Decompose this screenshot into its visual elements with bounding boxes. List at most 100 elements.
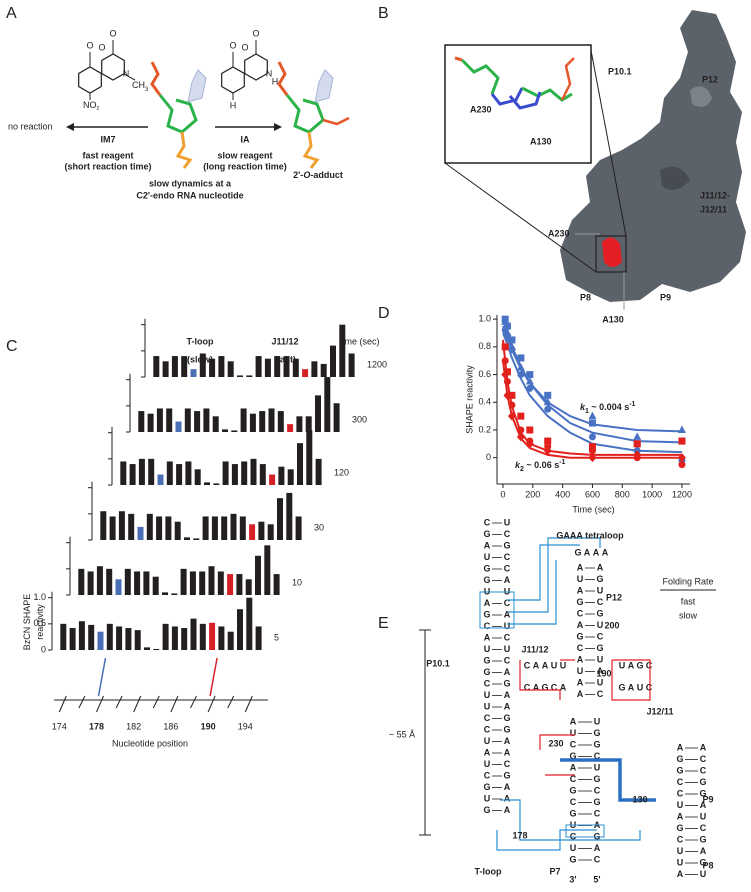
x-tick-label: 186 (163, 721, 178, 731)
bar (295, 516, 302, 540)
nucleotide: G (676, 765, 683, 775)
bar (287, 424, 294, 432)
point (588, 453, 597, 463)
nucleotide: U (504, 644, 511, 654)
point (501, 370, 510, 380)
nucleotide: U (484, 552, 491, 562)
bar (237, 375, 243, 377)
nucleotide: A (504, 805, 511, 815)
nucleotide: C (700, 823, 707, 833)
nucleotide: G (676, 823, 683, 833)
x-tick (58, 695, 67, 713)
bar (227, 361, 234, 377)
tetraloop-label: GAAA tetraloop (556, 530, 624, 540)
bar (152, 576, 159, 595)
rate-text: ~ 0.004 s (589, 402, 629, 412)
bar (194, 411, 201, 432)
bar (165, 516, 172, 540)
nucleotide: C (524, 682, 531, 692)
contact-box (479, 591, 515, 629)
bar (166, 408, 173, 432)
nucleotide: A (484, 540, 491, 550)
bar (162, 592, 168, 595)
nucleotide: A (597, 562, 604, 572)
bar (153, 356, 160, 377)
point (517, 412, 525, 420)
atom-label: H (272, 76, 279, 86)
bar (109, 516, 116, 540)
y-label-line: BzCN SHAPE (22, 594, 32, 651)
strand-end: 3' (569, 874, 576, 884)
time-label: 1200 (367, 359, 387, 369)
site-link (560, 758, 656, 802)
rate-sub: 2 (520, 466, 524, 473)
bar (296, 416, 303, 432)
nucleotide: A (533, 660, 540, 670)
bar (148, 458, 155, 485)
junction-label: T-loop (475, 866, 502, 876)
nucleotide: G (699, 788, 706, 798)
ia-ring (221, 66, 245, 94)
site-label: A130 (602, 314, 624, 324)
nucleotide: U (594, 762, 601, 772)
bar (96, 566, 103, 595)
bar (190, 369, 197, 377)
nucleotide: C (594, 751, 601, 761)
bar (171, 626, 178, 650)
nucleotide: G (483, 563, 490, 573)
nucleotide: G (576, 597, 583, 607)
bar (227, 574, 234, 595)
nucleotide: C (570, 774, 577, 784)
point (633, 432, 642, 440)
bar (239, 516, 246, 540)
bar (274, 356, 281, 377)
nucleotide: C (677, 788, 684, 798)
bar (129, 464, 136, 485)
nucleotide: C (484, 621, 491, 631)
bar (213, 483, 220, 485)
bar (255, 626, 262, 650)
nucleotide: C (677, 834, 684, 844)
bar (255, 555, 261, 595)
bar (157, 474, 164, 485)
bar (162, 623, 169, 650)
arrow-head (66, 123, 74, 131)
point (588, 419, 596, 427)
bar (166, 461, 173, 485)
fit-line (502, 325, 682, 433)
bar (259, 411, 266, 432)
bar (221, 516, 228, 540)
y-tick-label: 0.5 (33, 618, 46, 628)
bar (144, 647, 150, 650)
nucleotide: C (504, 655, 511, 665)
phosphate (175, 131, 193, 169)
rate-sup: -1 (629, 401, 635, 408)
bar (315, 395, 321, 432)
bar (153, 648, 160, 650)
nucleotide: U (484, 793, 491, 803)
bar (258, 521, 265, 540)
bar (306, 430, 313, 485)
surface-hole (690, 86, 712, 107)
point (678, 461, 686, 469)
point (544, 391, 552, 399)
highlight-link (209, 657, 218, 697)
nucleotide: U (504, 621, 511, 631)
atom-label: O (98, 42, 105, 52)
bar (146, 513, 153, 540)
panel-label: D (378, 305, 390, 322)
nucleotide: A (677, 742, 684, 752)
strand-end: 5' (593, 874, 600, 884)
structure-label: J11/12- (700, 190, 730, 200)
nucleotide: U (484, 759, 491, 769)
time-label: 30 (314, 522, 324, 532)
nucleotide: C (700, 765, 707, 775)
nucleotide: A (560, 682, 567, 692)
bar (69, 628, 76, 650)
nucleotide: C (484, 517, 491, 527)
point (588, 443, 596, 451)
nucleotide: A (504, 747, 511, 757)
nucleotide: C (504, 632, 511, 642)
inset-base (508, 91, 542, 110)
